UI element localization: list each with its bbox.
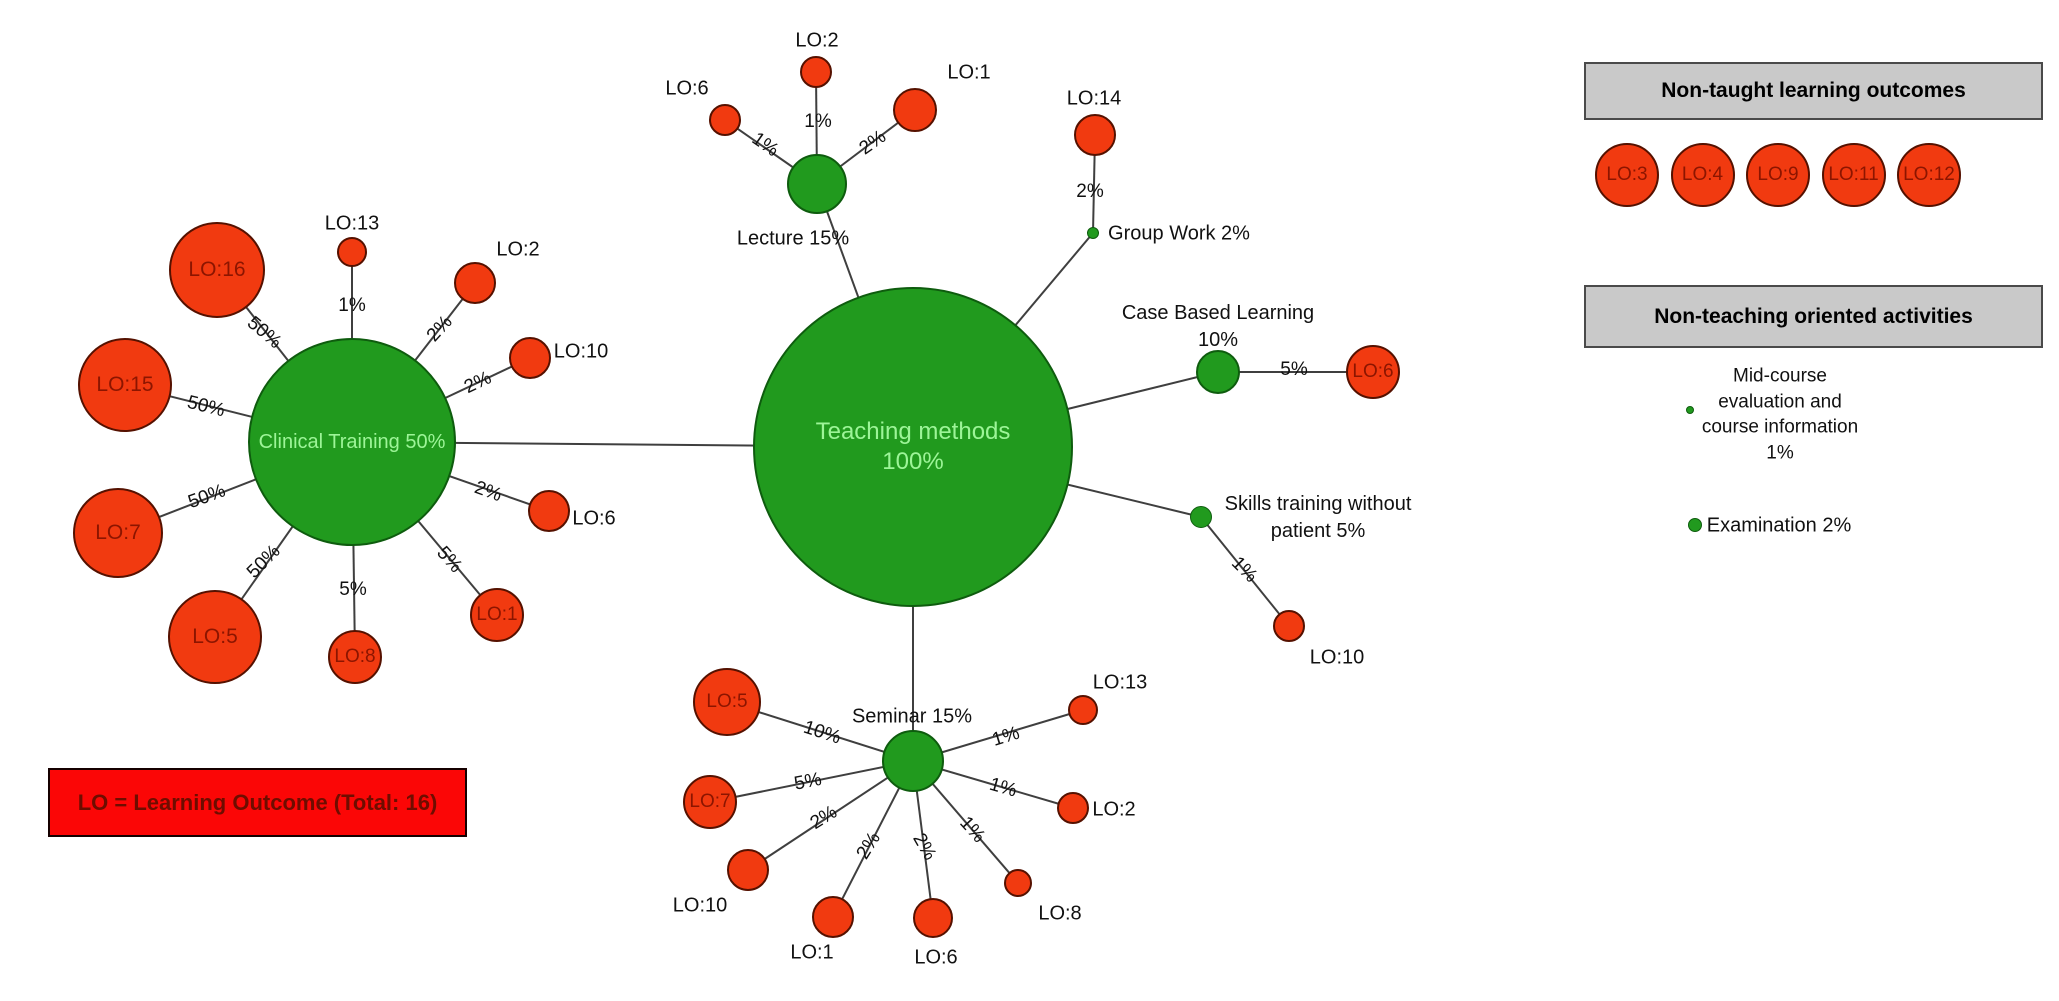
node-groupwork [1087, 227, 1099, 239]
node-label-lec_lo1: LO:1 [947, 61, 991, 84]
node-cl_lo8: LO:8 [328, 630, 382, 684]
legend-non-teaching-title: Non-teaching oriented activities [1654, 304, 1973, 328]
node-label-legend-lo11: LO:11 [1828, 164, 1879, 186]
node-label-skills: Skills training without patient 5% [1224, 493, 1412, 542]
edge-skills-sk_lo10 [1200, 516, 1290, 627]
legend-activity-label-0: Mid-course evaluation and course informa… [1701, 365, 1859, 464]
node-label-se_lo8: LO:8 [1038, 902, 1082, 925]
node-legend-lo9: LO:9 [1746, 143, 1810, 207]
node-label-casebased: Case Based Learning 10% [1121, 302, 1315, 351]
node-clinical: Clinical Training 50% [248, 338, 456, 546]
node-seminar [882, 730, 944, 792]
node-label-clinical: Clinical Training 50% [258, 430, 446, 453]
node-casebased [1196, 350, 1240, 394]
node-cb_lo6: LO:6 [1346, 345, 1400, 399]
node-label-se_lo1: LO:1 [790, 941, 834, 964]
node-label-cb_lo6: LO:6 [1352, 361, 1394, 383]
node-cl_lo2 [454, 262, 496, 304]
node-sk_lo10 [1273, 610, 1305, 642]
node-label-se_lo5: LO:5 [706, 691, 748, 713]
node-label-legend-lo9: LO:9 [1757, 164, 1799, 186]
node-label-lecture: Lecture 15% [736, 227, 850, 250]
node-label-lo14: LO:14 [1066, 87, 1122, 110]
node-label-cl_lo13: LO:13 [324, 212, 380, 235]
node-cl_lo16: LO:16 [169, 222, 265, 318]
node-label-lec_lo6: LO:6 [665, 77, 709, 100]
legend-non-taught-title: Non-taught learning outcomes [1661, 79, 1966, 102]
legend-activity-dot-0 [1686, 406, 1694, 414]
edge-seminar-se_lo10 [747, 760, 914, 871]
note-text: LO = Learning Outcome (Total: 16) [77, 789, 438, 815]
node-label-se_lo10: LO:10 [672, 894, 728, 917]
node-se_lo7: LO:7 [683, 775, 737, 829]
node-label-cl_lo6: LO:6 [572, 507, 616, 530]
node-cl_lo6 [528, 490, 570, 532]
node-label-se_lo7: LO:7 [689, 791, 731, 813]
node-se_lo6 [913, 898, 953, 938]
node-cl_lo1: LO:1 [470, 588, 524, 642]
edge-label-clinical-cl_lo8: 5% [339, 579, 367, 601]
node-lecture [787, 154, 847, 214]
node-label-cl_lo16: LO:16 [188, 257, 246, 281]
node-label-cl_lo10: LO:10 [553, 340, 609, 363]
legend-activity-dot-1 [1688, 518, 1702, 532]
node-label-lec_lo2: LO:2 [795, 29, 839, 52]
node-legend-lo3: LO:3 [1595, 143, 1659, 207]
legend-activity-label-1: Examination 2% [1706, 514, 1852, 537]
node-label-cl_lo1: LO:1 [476, 604, 518, 626]
node-legend-lo11: LO:11 [1821, 143, 1886, 207]
node-lo14 [1074, 114, 1116, 156]
node-se_lo5: LO:5 [693, 668, 761, 736]
node-se_lo13 [1068, 695, 1098, 725]
node-label-legend-lo3: LO:3 [1606, 164, 1648, 186]
node-label-cl_lo15: LO:15 [96, 372, 154, 396]
node-skills [1190, 506, 1212, 528]
node-label-cl_lo5: LO:5 [192, 624, 238, 648]
node-se_lo2 [1057, 792, 1089, 824]
node-se_lo10 [727, 849, 769, 891]
edge-label-lecture-lec_lo2: 1% [804, 111, 832, 133]
node-label-se_lo6: LO:6 [914, 946, 958, 969]
edge-label-casebased-cb_lo6: 5% [1280, 359, 1308, 381]
node-se_lo1 [812, 896, 854, 938]
node-label-cl_lo2: LO:2 [496, 238, 540, 261]
legend-non-taught-box: Non-taught learning outcomes [1584, 62, 2043, 120]
node-label-legend-lo12: LO:12 [1903, 164, 1955, 186]
node-label-legend-lo4: LO:4 [1681, 164, 1724, 186]
node-cl_lo5: LO:5 [168, 590, 262, 684]
node-cl_lo10 [509, 337, 551, 379]
edge-label-groupwork-lo14: 2% [1076, 181, 1104, 203]
node-label-se_lo2: LO:2 [1092, 798, 1136, 821]
node-cl_lo7: LO:7 [73, 488, 163, 578]
node-label-cl_lo8: LO:8 [334, 646, 376, 668]
note-learning-outcome-total: LO = Learning Outcome (Total: 16) [48, 768, 467, 837]
node-label-sk_lo10: LO:10 [1309, 646, 1365, 669]
node-cl_lo15: LO:15 [78, 338, 172, 432]
node-lec_lo2 [800, 56, 832, 88]
edge-label-clinical-cl_lo13: 1% [338, 295, 366, 317]
node-se_lo8 [1004, 869, 1032, 897]
node-legend-lo4: LO:4 [1670, 143, 1735, 207]
node-legend-lo12: LO:12 [1897, 143, 1961, 207]
node-label-se_lo13: LO:13 [1092, 671, 1148, 694]
node-teaching: Teaching methods 100% [753, 287, 1073, 607]
node-label-groupwork: Group Work 2% [1108, 222, 1250, 245]
node-label-cl_lo7: LO:7 [95, 520, 141, 544]
node-cl_lo13 [337, 237, 367, 267]
node-label-teaching: Teaching methods 100% [815, 418, 1011, 475]
node-label-seminar: Seminar 15% [851, 705, 973, 728]
edge-seminar-se_lo7 [709, 760, 914, 803]
legend-non-teaching-box: Non-teaching oriented activities [1584, 285, 2043, 348]
node-lec_lo1 [893, 88, 937, 132]
node-lec_lo6 [709, 104, 741, 136]
edge-label-seminar-se_lo7: 5% [792, 768, 824, 795]
